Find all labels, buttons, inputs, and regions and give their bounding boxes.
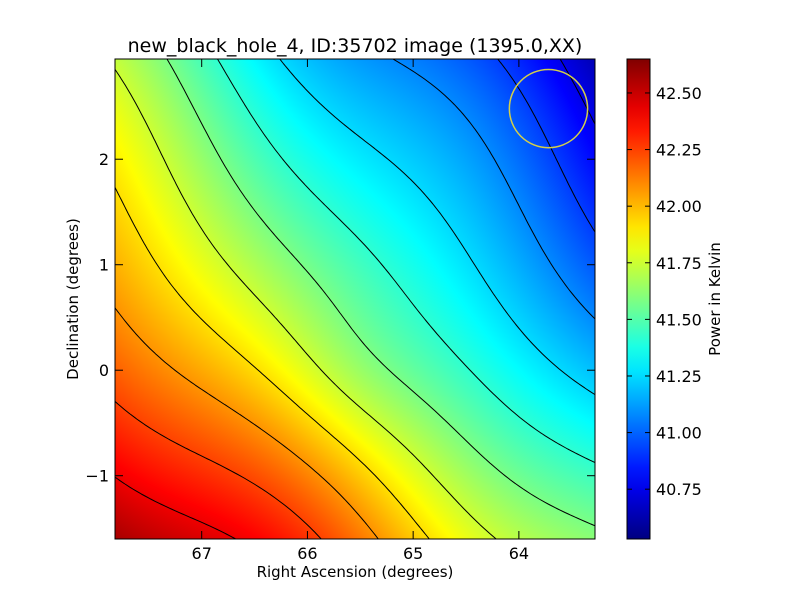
colorbar-ticks: 40.75 41.00 41.25 41.50 41.75 42.00 42.25 42.50 — [627, 84, 702, 499]
y-tick-label: 2 — [99, 150, 109, 169]
y-tick-label: 1 — [99, 256, 109, 275]
colorbar-tick-label: 41.50 — [656, 310, 702, 329]
colorbar-label: Power in Kelvin — [706, 242, 724, 356]
contour-line-1 — [497, 59, 595, 233]
y-tick-label: −1 — [85, 467, 109, 486]
x-axis-ticks: 67 66 65 64 — [192, 59, 529, 563]
y-axis-ticks: −1 0 1 2 — [85, 150, 595, 486]
heatmap-image — [115, 59, 595, 539]
chart-title: new_black_hole_4, ID:35702 image (1395.0… — [128, 35, 583, 57]
colorbar-tick-label: 42.25 — [656, 141, 702, 160]
contour-line-6 — [115, 69, 497, 539]
contour-line-5 — [166, 59, 595, 527]
plot-frame — [114, 58, 596, 540]
colorbar-bar — [626, 58, 651, 540]
x-tick-label: 67 — [192, 544, 212, 563]
colorbar-tick-label: 40.75 — [656, 480, 702, 499]
colorbar-tick-label: 42.00 — [656, 197, 702, 216]
colorbar-tick-label: 41.00 — [656, 424, 702, 443]
colorbar-tick-label: 41.25 — [656, 367, 702, 386]
colorbar-tick-label: 41.75 — [656, 254, 702, 273]
x-tick-label: 65 — [403, 544, 423, 563]
contour-line-9 — [115, 401, 322, 539]
x-tick-label: 66 — [297, 544, 317, 563]
contour-line-10 — [115, 476, 236, 539]
plot-area — [114, 58, 596, 540]
y-axis-label: Declination (degrees) — [64, 218, 82, 380]
contour-lines — [115, 59, 595, 539]
x-axis-label: Right Ascension (degrees) — [257, 563, 454, 581]
colorbar-tick-label: 42.50 — [656, 84, 702, 103]
contour-line-4 — [217, 59, 595, 463]
source-circle-marker — [508, 68, 589, 149]
chart-title-group: new_black_hole_4, ID:35702 image (1395.0… — [128, 35, 583, 57]
y-tick-label: 0 — [99, 361, 109, 380]
contour-line-2 — [392, 59, 595, 320]
colorbar: 40.75 41.00 41.25 41.50 41.75 42.00 42.25 42.50… — [626, 58, 724, 540]
x-tick-label: 64 — [509, 544, 529, 563]
